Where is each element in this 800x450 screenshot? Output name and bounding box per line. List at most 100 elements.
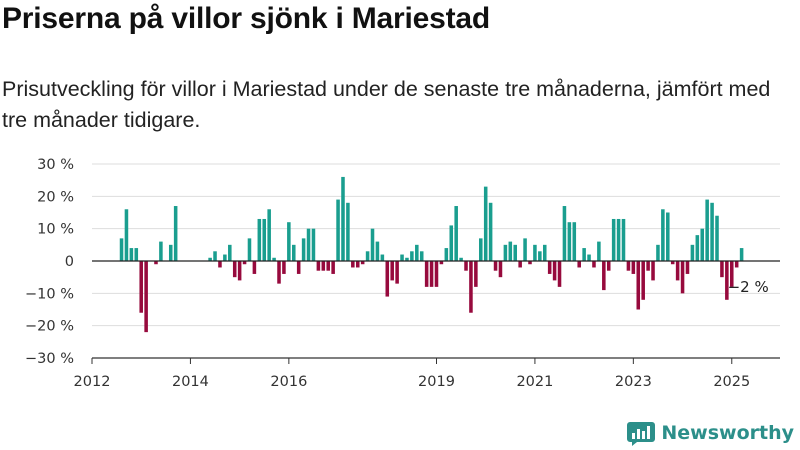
gridlines — [92, 163, 780, 327]
bar — [449, 225, 454, 261]
bar — [562, 206, 567, 261]
bar — [375, 241, 380, 261]
bar — [626, 261, 631, 271]
y-tick-label: −30 % — [25, 351, 74, 367]
bar — [410, 251, 414, 261]
bar — [351, 261, 355, 268]
bar — [267, 209, 271, 261]
bar — [331, 261, 335, 274]
bar — [675, 261, 680, 281]
bar — [405, 257, 409, 261]
bar — [454, 206, 458, 261]
bar — [292, 244, 296, 261]
bar — [523, 238, 527, 261]
bar — [616, 218, 621, 261]
bar — [592, 261, 596, 268]
bar — [434, 261, 439, 287]
chart-title: Priserna på villor sjönk i Mariestad — [2, 2, 490, 35]
bar — [390, 261, 394, 281]
bar — [213, 251, 217, 261]
x-tick-label: 2021 — [516, 374, 553, 390]
bar — [705, 199, 709, 261]
bar — [572, 222, 577, 261]
bar — [621, 218, 626, 261]
bar — [385, 261, 390, 297]
bar — [124, 209, 129, 261]
bar — [232, 261, 237, 278]
bar — [365, 251, 370, 261]
bar — [670, 261, 675, 265]
y-tick-label: 20 % — [37, 189, 74, 205]
bar — [577, 261, 581, 268]
bar — [228, 244, 232, 261]
bar — [321, 261, 326, 271]
bar — [508, 241, 513, 261]
bar — [725, 261, 729, 300]
bar — [656, 244, 660, 261]
bar — [326, 261, 330, 271]
bar — [296, 261, 301, 274]
bar — [119, 238, 124, 261]
bar — [395, 261, 399, 284]
x-tick-label: 2014 — [172, 374, 209, 390]
bar — [336, 199, 340, 261]
bar — [247, 238, 252, 261]
x-tick-label: 2025 — [713, 374, 750, 390]
bar — [606, 261, 611, 271]
bar — [474, 261, 478, 287]
bar — [641, 261, 645, 300]
bar — [720, 261, 724, 278]
bar — [346, 202, 350, 261]
y-tick-label: −10 % — [25, 286, 74, 302]
bar — [469, 261, 473, 313]
bar — [444, 248, 449, 261]
bar — [459, 257, 463, 261]
bar — [287, 222, 291, 261]
bar — [262, 218, 267, 261]
bar — [208, 257, 212, 261]
bar — [646, 261, 650, 271]
bar — [685, 261, 690, 274]
axes — [91, 260, 780, 364]
bar — [479, 238, 483, 261]
bar — [134, 248, 139, 261]
bar — [700, 228, 705, 261]
bar — [306, 228, 311, 261]
bar — [528, 261, 532, 265]
bar — [355, 261, 360, 268]
bar — [380, 254, 385, 261]
bar — [129, 248, 134, 261]
bar — [710, 202, 714, 261]
bar — [341, 176, 345, 261]
bar — [282, 261, 286, 274]
y-tick-label: 0 — [65, 254, 74, 270]
bar — [400, 254, 404, 261]
bar — [567, 222, 572, 261]
bar — [316, 261, 321, 271]
bar — [533, 244, 537, 261]
bar — [159, 241, 163, 261]
bar — [252, 261, 257, 274]
bar — [547, 261, 552, 274]
chart-subtitle: Prisutveckling för villor i Mariestad un… — [2, 77, 771, 132]
bar — [690, 244, 695, 261]
x-tick-label: 2019 — [418, 374, 455, 390]
bar — [144, 261, 148, 333]
x-tick-label: 2012 — [74, 374, 111, 390]
bar — [139, 261, 143, 313]
bar — [483, 186, 488, 261]
bar — [218, 261, 222, 268]
y-tick-label: −20 % — [25, 319, 74, 335]
bar — [631, 261, 636, 274]
y-tick-label: 30 % — [37, 157, 74, 173]
bar — [636, 261, 641, 310]
bar — [498, 261, 503, 278]
bar — [424, 261, 429, 287]
bar — [173, 206, 178, 261]
brand-name: Newsworthy — [661, 422, 794, 444]
bar — [602, 261, 606, 291]
bar — [242, 261, 247, 265]
bar — [695, 235, 700, 261]
bar — [542, 244, 547, 261]
